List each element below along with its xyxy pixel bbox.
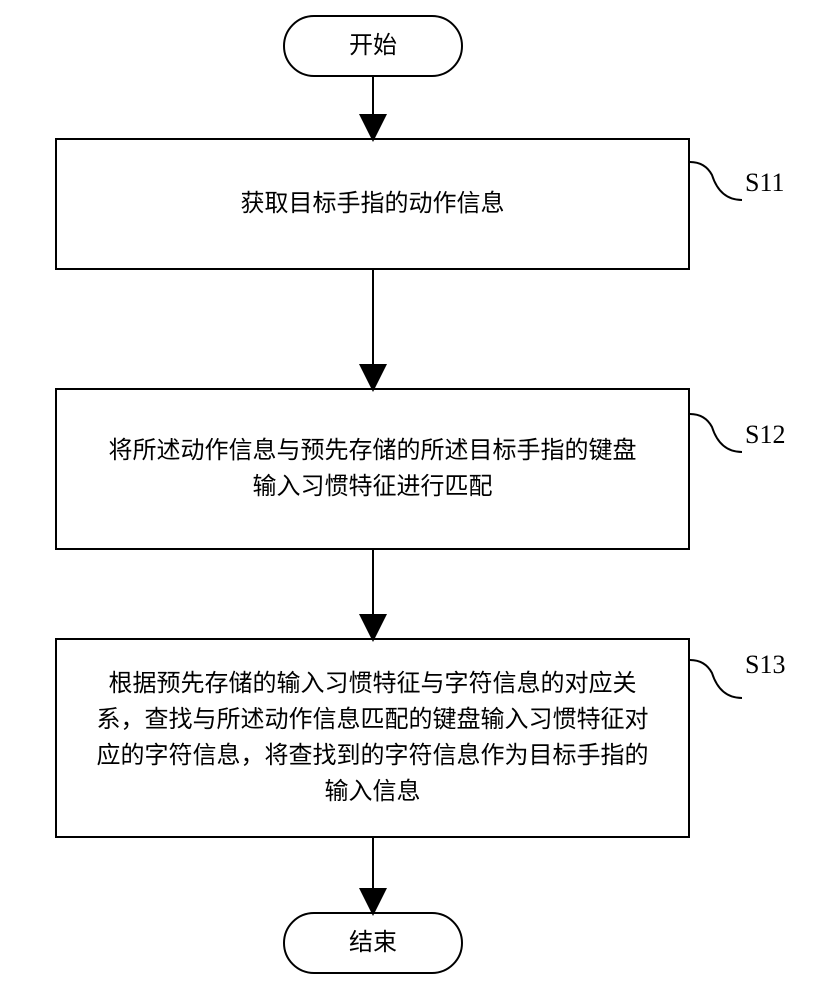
node-s13-text: 根据预先存储的输入习惯特征与字符信息的对应关系，查找与所述动作信息匹配的键盘输入… [83,660,663,816]
node-start-text: 开始 [337,22,409,70]
flowchart-canvas: 开始 获取目标手指的动作信息 将所述动作信息与预先存储的所述目标手指的键盘输入习… [0,0,825,1000]
node-end: 结束 [283,912,463,974]
label-s12: S12 [745,420,785,450]
label-s13: S13 [745,650,785,680]
node-start: 开始 [283,15,463,77]
node-s11-text: 获取目标手指的动作信息 [229,180,517,228]
node-s12: 将所述动作信息与预先存储的所述目标手指的键盘输入习惯特征进行匹配 [55,388,690,550]
node-s11: 获取目标手指的动作信息 [55,138,690,270]
node-s12-text: 将所述动作信息与预先存储的所述目标手指的键盘输入习惯特征进行匹配 [93,427,653,511]
node-end-text: 结束 [337,919,409,967]
node-s13: 根据预先存储的输入习惯特征与字符信息的对应关系，查找与所述动作信息匹配的键盘输入… [55,638,690,838]
label-s11: S11 [745,168,785,198]
